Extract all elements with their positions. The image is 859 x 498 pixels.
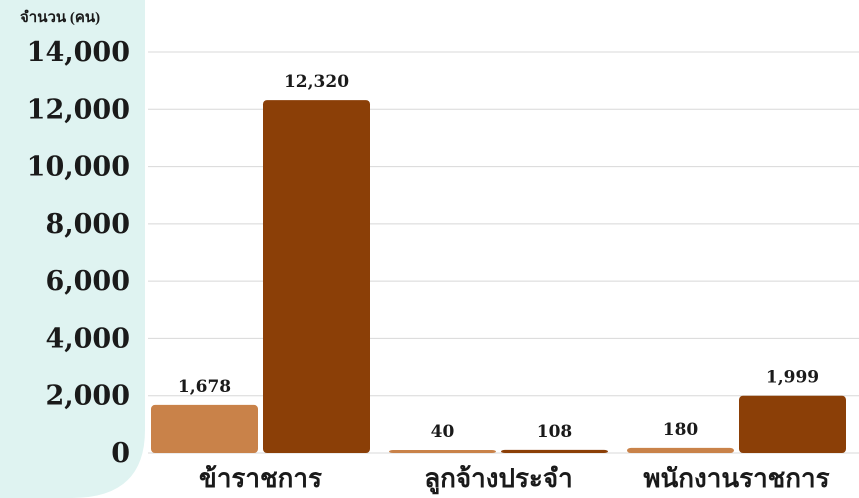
- axis-panel-background: [0, 0, 145, 498]
- bar-light-3: [627, 447, 734, 453]
- y-tick-label: 14,000: [27, 37, 130, 68]
- bar-dark-1: [263, 100, 370, 454]
- y-axis-title: จำนวน (คน): [20, 9, 100, 26]
- bar-value-label: 1,678: [178, 377, 231, 397]
- data-labels: 1,678 12,320 40 108 180 1,999: [178, 72, 819, 442]
- y-tick-label: 0: [111, 438, 130, 469]
- bar-dark-3: [739, 395, 846, 453]
- bar-value-label: 12,320: [284, 72, 349, 92]
- bar-value-label: 108: [537, 422, 573, 442]
- y-tick-label: 6,000: [45, 266, 130, 297]
- y-tick-label: 8,000: [45, 209, 130, 240]
- y-tick-label: 2,000: [45, 381, 130, 412]
- y-tick-label: 10,000: [27, 152, 130, 183]
- gridlines: [148, 51, 859, 454]
- x-axis-categories: ข้าราชการ ลูกจ้างประจำ พนักงานราชการ: [199, 464, 830, 495]
- bar-value-label: 180: [663, 420, 699, 440]
- x-category-label: พนักงานราชการ: [643, 464, 829, 494]
- x-category-label: ข้าราชการ: [199, 464, 322, 494]
- y-tick-label: 12,000: [27, 94, 130, 125]
- bar-light-2: [389, 450, 496, 453]
- bars: [151, 100, 846, 454]
- bar-light-1: [151, 404, 258, 453]
- bar-dark-2: [501, 449, 608, 453]
- bar-value-label: 40: [431, 422, 455, 442]
- y-axis-ticks: 0 2,000 4,000 6,000 8,000 10,000 12,000 14,000: [27, 37, 130, 469]
- y-tick-label: 4,000: [45, 323, 130, 354]
- bar-value-label: 1,999: [766, 368, 819, 388]
- x-category-label: ลูกจ้างประจำ: [424, 464, 572, 495]
